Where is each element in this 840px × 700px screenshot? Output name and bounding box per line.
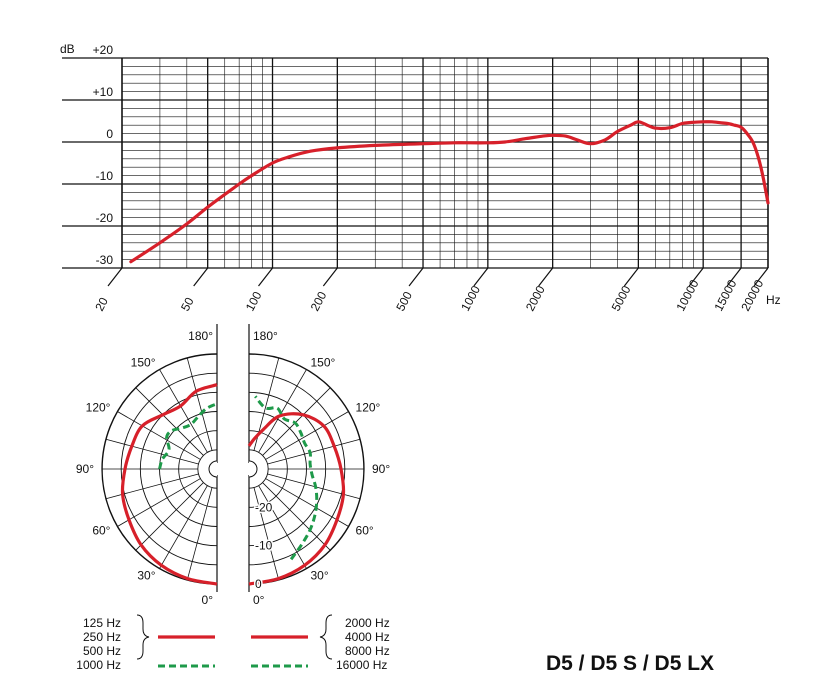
x-tick-label: 2000 bbox=[523, 283, 548, 313]
polar-right-solid-curve bbox=[247, 412, 346, 586]
legend-right-freq: 2000 Hz bbox=[345, 616, 390, 630]
x-tick-mark bbox=[322, 267, 338, 287]
x-tick-mark bbox=[688, 267, 704, 287]
x-tick-mark bbox=[726, 267, 742, 287]
polar-center-disc bbox=[208, 460, 218, 478]
legend-left-freq: 500 Hz bbox=[83, 644, 121, 658]
polar-angle-label: 120° bbox=[86, 401, 111, 415]
polar-left-dashed-curve bbox=[158, 402, 218, 470]
polar-spoke bbox=[265, 411, 349, 460]
x-tick-label: 10000 bbox=[673, 277, 701, 313]
polar-spoke bbox=[105, 438, 199, 465]
polar-spoke bbox=[258, 369, 307, 453]
model-title: D5 / D5 S / D5 LX bbox=[546, 652, 715, 675]
legend-right-brace bbox=[319, 614, 333, 660]
polar-spoke bbox=[186, 357, 213, 451]
x-tick-mark bbox=[623, 267, 639, 287]
polar-angle-label: 30° bbox=[311, 569, 329, 583]
polar-angle-label: 60° bbox=[92, 524, 110, 538]
x-tick-mark bbox=[538, 267, 554, 287]
legend-right-freq: 4000 Hz bbox=[345, 630, 390, 644]
polar-spoke bbox=[267, 438, 361, 465]
y-axis-unit-label: dB bbox=[60, 42, 75, 56]
polar-spoke bbox=[186, 487, 213, 581]
x-tick-mark bbox=[473, 267, 489, 287]
legend-right-dashed-freq: 16000 Hz bbox=[336, 658, 387, 672]
frequency-response-line bbox=[129, 120, 770, 264]
x-tick-mark bbox=[193, 267, 209, 287]
polar-pattern-chart: 180° 150° 120° 90° 60° 30° 0° 180° 150° 120° 90° 60… bbox=[76, 324, 391, 607]
polar-spoke bbox=[262, 387, 331, 456]
legend-right-freq: 8000 Hz bbox=[345, 644, 390, 658]
polar-spoke bbox=[117, 411, 201, 460]
x-tick-mark bbox=[753, 267, 769, 287]
polar-ring bbox=[197, 449, 218, 489]
polar-angle-label: 30° bbox=[137, 569, 155, 583]
polar-left-solid-curve bbox=[120, 383, 218, 586]
polar-angle-label: 60° bbox=[356, 524, 374, 538]
polar-angle-label: 90° bbox=[372, 462, 390, 476]
polar-spoke bbox=[159, 485, 208, 569]
polar-spoke bbox=[117, 478, 201, 527]
polar-ring bbox=[248, 449, 269, 489]
polar-grid bbox=[101, 324, 365, 592]
polar-labels: 180° 150° 120° 90° 60° 30° 0° 180° 150° 120° 90° 60… bbox=[76, 329, 391, 607]
polar-angle-label: 0° bbox=[253, 593, 265, 607]
x-tick-label: 100 bbox=[243, 289, 265, 314]
x-axis-unit-label: Hz bbox=[766, 293, 781, 307]
x-tick-mark bbox=[258, 267, 273, 287]
frequency-chart-major-grid bbox=[62, 57, 769, 269]
x-tick-label: 20000 bbox=[738, 277, 766, 313]
frequency-chart-minor-grid bbox=[121, 57, 769, 269]
polar-series bbox=[120, 383, 346, 586]
polar-right-dashed-curve bbox=[254, 395, 319, 561]
polar-spoke bbox=[159, 369, 208, 453]
legend-left-freq: 125 Hz bbox=[83, 616, 121, 630]
polar-spoke bbox=[262, 482, 331, 551]
y-tick-label: 0 bbox=[106, 127, 113, 141]
polar-angle-label: 150° bbox=[131, 355, 156, 369]
polar-angle-label: 120° bbox=[356, 401, 381, 415]
x-tick-label: 1000 bbox=[458, 283, 483, 313]
frequency-chart-y-tick-labels: +20 +10 0 -10 -20 -30 bbox=[93, 43, 114, 267]
polar-angle-label: 150° bbox=[311, 355, 336, 369]
y-tick-label: -10 bbox=[96, 169, 114, 183]
polar-spoke bbox=[265, 478, 349, 527]
polar-spoke bbox=[135, 387, 204, 456]
y-tick-label: -30 bbox=[96, 253, 114, 267]
polar-spoke bbox=[258, 485, 307, 569]
y-tick-label: +10 bbox=[93, 85, 114, 99]
x-tick-label: 200 bbox=[308, 289, 330, 314]
legend-left-freq: 250 Hz bbox=[83, 630, 121, 644]
polar-angle-label: 180° bbox=[253, 329, 278, 343]
polar-radial-label: -20 bbox=[255, 500, 273, 514]
x-tick-label: 500 bbox=[393, 289, 415, 314]
x-tick-mark bbox=[408, 267, 424, 287]
x-tick-label: 15000 bbox=[711, 277, 739, 313]
polar-spoke bbox=[253, 487, 280, 581]
polar-angle-label: 90° bbox=[76, 462, 94, 476]
x-tick-label: 5000 bbox=[609, 283, 634, 313]
polar-spoke bbox=[105, 473, 199, 500]
y-tick-label: -20 bbox=[96, 211, 114, 225]
x-tick-mark bbox=[107, 267, 123, 287]
polar-angle-label: 0° bbox=[202, 593, 214, 607]
x-tick-label: 20 bbox=[92, 295, 111, 314]
polar-spoke bbox=[135, 482, 204, 551]
polar-angle-label: 180° bbox=[188, 329, 213, 343]
frequency-response-series bbox=[129, 120, 770, 264]
y-tick-label: +20 bbox=[93, 43, 114, 57]
polar-radial-label: -10 bbox=[255, 539, 273, 553]
legend-left-brace bbox=[136, 614, 150, 660]
x-tick-label: 50 bbox=[178, 295, 197, 314]
frequency-response-chart: +20 +10 0 -10 -20 -30 20 50 100 200 500 1000 2000 50… bbox=[60, 42, 781, 313]
legend-left-dashed-freq: 1000 Hz bbox=[76, 658, 121, 672]
polar-radial-label: 0 bbox=[255, 577, 262, 591]
polar-center-disc bbox=[248, 460, 258, 478]
